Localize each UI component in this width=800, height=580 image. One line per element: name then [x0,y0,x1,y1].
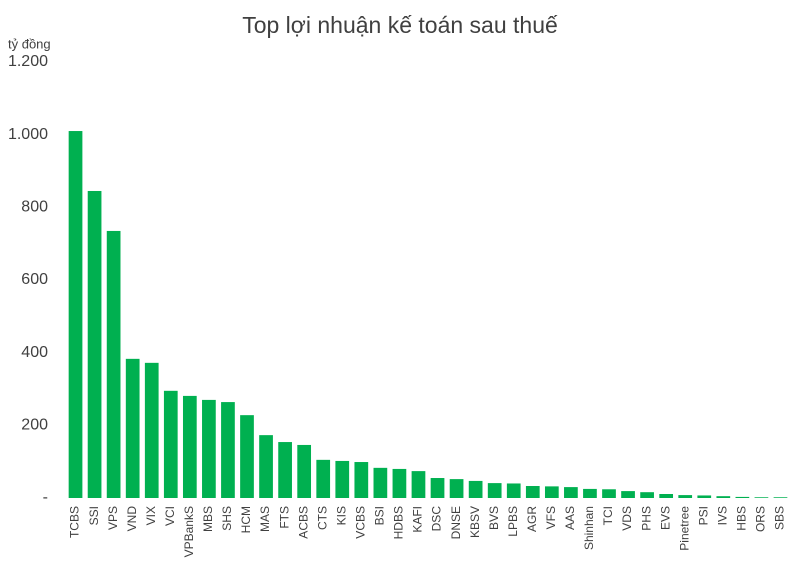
bar [202,399,216,498]
x-tick-label: MBS [201,506,215,532]
bar [564,487,578,498]
bar [621,491,635,498]
bar [544,486,559,498]
x-tick-label: TCBS [68,506,82,538]
x-tick-label: VND [125,506,139,532]
x-tick-label: SSI [87,506,101,525]
bar [354,462,369,498]
x-tick-label: MAS [258,506,272,532]
x-tick-label: CTS [315,506,329,530]
bar [259,435,273,498]
bar [430,478,445,498]
y-tick-label: 800 [21,199,48,216]
y-tick-label: 1.200 [8,53,48,70]
x-tick-label: KIS [334,506,348,525]
x-tick-label: ACBS [296,506,310,539]
bar [182,395,197,498]
y-unit: tỷ đồng [8,36,51,51]
bar [678,495,693,498]
x-tick-label: DSC [430,506,444,532]
bar [221,402,235,498]
y-tick-label: 400 [21,344,48,361]
bar [659,494,674,498]
x-tick-label: EVS [658,506,672,530]
x-tick-label: KBSV [468,506,482,538]
x-tick-label: SBS [773,506,787,530]
x-tick-label: BSI [373,506,387,525]
y-tick-label: - [43,489,48,506]
chart-title: Top lợi nhuận kế toán sau thuế [242,12,558,38]
x-tick-label: DNSE [449,506,463,539]
x-tick-label: PSI [696,506,710,525]
bar [297,444,312,498]
bar [411,471,426,498]
bar [602,489,616,498]
bar [640,492,654,498]
bar [697,495,712,498]
x-tick-label: BVS [487,506,501,530]
x-tick-label: VCBS [353,506,367,539]
x-tick-label: VFS [544,506,558,529]
x-tick-label: Pinetree [677,506,691,551]
x-tick-label: IVS [715,506,729,525]
bar [87,190,102,498]
bar [449,479,464,498]
x-tick-label: AAS [563,506,577,530]
x-tick-label: AGR [525,506,539,532]
bar [316,459,331,498]
bar [716,496,731,498]
x-tick-label: VDS [620,506,634,531]
x-tick-label: VCI [163,506,177,526]
x-tick-label: SHS [220,506,234,531]
bar [735,496,750,498]
x-tick-label: TCI [601,506,615,525]
bar [506,483,521,498]
x-tick-label: ORS [754,506,768,532]
bar [583,488,597,498]
x-tick-label: VPBankS [182,506,196,557]
y-tick-label: 200 [21,417,48,434]
x-tick-label: KAFI [411,506,425,533]
bar [525,486,540,498]
bar [278,442,292,498]
bar [163,390,178,498]
bar [240,415,254,498]
x-tick-label: LPBS [506,506,520,537]
x-tick-label: VPS [106,506,120,530]
bar [68,131,83,499]
bar [773,497,788,498]
x-tick-label: VIX [144,506,158,525]
x-tick-label: Shinhan [582,506,596,550]
bar [144,362,159,498]
bar [335,460,350,498]
bar [754,497,769,498]
bar [487,483,502,498]
x-tick-label: PHS [639,506,653,531]
bar [373,467,388,498]
y-tick-label: 600 [21,271,48,288]
x-tick-label: FTS [277,506,291,529]
bar [106,230,121,498]
x-tick-label: HCM [239,506,253,533]
bar [125,358,140,498]
bar [468,480,483,498]
x-tick-label: HBS [735,506,749,531]
bar [392,468,407,498]
x-tick-label: HDBS [392,506,406,539]
y-tick-label: 1.000 [8,126,48,143]
